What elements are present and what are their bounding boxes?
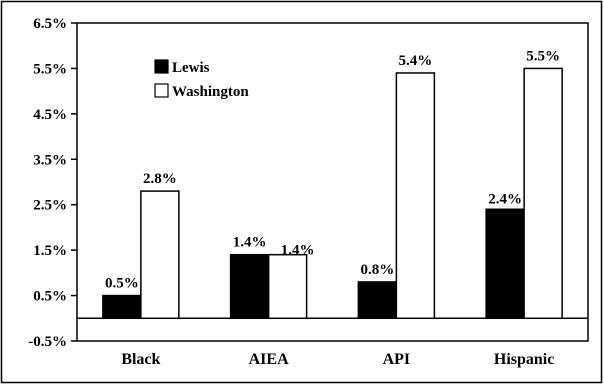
bar-lewis-hispanic [485,208,525,320]
y-tick-label: 5.5% [33,61,67,77]
category-label: API [383,351,411,368]
category-labels: Black AIEA API Hispanic [121,351,554,368]
y-tick-label: 2.5% [33,198,67,214]
y-tick-label: 4.5% [33,107,67,123]
data-label: 0.8% [361,262,395,278]
y-tick-label: -0.5% [28,334,67,350]
y-tick-label: 6.5% [33,16,67,32]
bar-washington-api [395,72,436,320]
category-label: AIEA [249,351,289,368]
data-labels: 0.5% 2.8% 1.4% 1.4% 0.8% 5.4% 2.4% 5.5% [105,48,560,291]
plot-area-border [76,22,589,342]
bar-lewis-aiea [229,253,270,320]
category-label: Hispanic [494,351,554,368]
data-label: 5.4% [399,53,433,69]
bars [102,67,563,320]
bar-washington-black [140,190,180,320]
y-tick-label: 3.5% [33,152,67,168]
legend: Lewis Washington [154,59,249,100]
data-label: 2.8% [143,171,177,187]
y-tick-label: 0.5% [33,289,67,305]
data-label: 2.4% [488,191,522,207]
y-axis-ticks: -0.5% 0.5% 1.5% 2.5% 3.5% 4.5% 5.5% 6.5% [28,16,77,350]
bar-washington-aiea [267,253,308,320]
data-label: 1.4% [281,243,315,259]
data-label: 5.5% [526,48,560,64]
legend-label: Lewis [172,60,210,76]
bar-lewis-api [357,281,398,320]
legend-swatch [154,59,169,74]
data-label: 1.4% [233,235,267,251]
legend-label: Washington [172,84,249,100]
legend-swatch [154,83,169,98]
bar-washington-hispanic [523,67,563,320]
category-label: Black [121,351,160,368]
y-tick-label: 1.5% [33,243,67,259]
data-label: 0.5% [105,276,139,292]
bar-lewis-black [102,294,142,320]
